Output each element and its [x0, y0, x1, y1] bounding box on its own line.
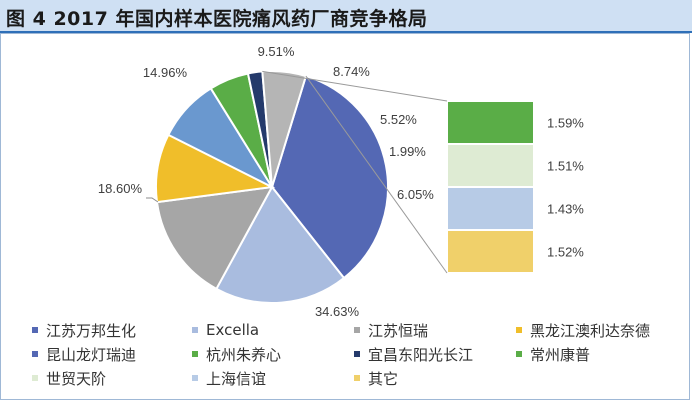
connector-line-top: [262, 70, 448, 102]
legend-item: 上海信谊: [192, 368, 354, 389]
slice-data-label: 5.52%: [380, 112, 417, 127]
legend-label: 昆山龙灯瑞迪: [46, 345, 137, 364]
slice-data-label: 34.63%: [315, 304, 360, 319]
label-leader-line: [146, 197, 159, 203]
pie-slice: [155, 185, 274, 291]
pie-slice: [215, 185, 346, 304]
legend-swatch: [354, 327, 360, 333]
legend-label: 杭州朱养心: [206, 345, 282, 364]
slice-data-label: 9.51%: [258, 44, 295, 59]
breakdown-data-label: 1.43%: [547, 202, 584, 217]
chart-legend: 江苏万邦生化 Excella 江苏恒瑞 黑龙江澳利达奈德昆山龙灯瑞迪 杭州朱养心 宜昌东阳…: [32, 318, 682, 390]
breakdown-data-label: 1.52%: [547, 245, 584, 260]
breakdown-segment: [446, 100, 535, 145]
legend-swatch: [32, 351, 38, 357]
legend-swatch: [192, 327, 198, 333]
chart-frame: [0, 33, 690, 400]
pie-slice: [270, 74, 389, 280]
legend-swatch: [192, 375, 198, 381]
legend-swatch: [32, 375, 38, 381]
legend-item: Excella: [192, 321, 354, 339]
slice-data-label: 6.05%: [397, 187, 434, 202]
title-bar: 图 4 2017 年国内样本医院痛风药厂商竞争格局: [0, 0, 692, 33]
chart-title: 图 4 2017 年国内样本医院痛风药厂商竞争格局: [6, 8, 428, 30]
slice-data-label: 14.96%: [143, 65, 188, 80]
legend-row: 世贸天阶 上海信谊 其它: [32, 366, 682, 390]
legend-label: 江苏恒瑞: [368, 321, 429, 340]
legend-label: 常州康普: [530, 345, 591, 364]
breakdown-data-label: 1.51%: [547, 159, 584, 174]
connector-line-bottom: [305, 75, 448, 274]
legend-swatch: [354, 375, 360, 381]
legend-label: Excella: [206, 321, 260, 339]
legend-label: 世贸天阶: [46, 369, 107, 388]
legend-swatch: [354, 351, 360, 357]
legend-swatch: [516, 327, 522, 333]
breakdown-segment: [446, 229, 535, 274]
breakdown-segment: [446, 143, 535, 188]
legend-label: 江苏万邦生化: [46, 321, 137, 340]
slice-data-label: 18.60%: [98, 181, 143, 196]
legend-item: 黑龙江澳利达奈德: [516, 320, 676, 341]
legend-item: 常州康普: [516, 344, 676, 365]
legend-label: 其它: [368, 369, 399, 388]
legend-swatch: [192, 351, 198, 357]
breakdown-segment: [446, 186, 535, 231]
legend-item: 江苏恒瑞: [354, 320, 516, 341]
legend-item: 昆山龙灯瑞迪: [32, 344, 192, 365]
legend-item: 江苏万邦生化: [32, 320, 192, 341]
legend-label: 宜昌东阳光长江: [368, 345, 474, 364]
legend-item: 世贸天阶: [32, 368, 192, 389]
legend-row: 江苏万邦生化 Excella 江苏恒瑞 黑龙江澳利达奈德: [32, 318, 682, 342]
legend-row: 昆山龙灯瑞迪 杭州朱养心 宜昌东阳光长江 常州康普: [32, 342, 682, 366]
legend-item: 其它: [354, 368, 516, 389]
breakdown-data-label: 1.59%: [547, 116, 584, 131]
slice-data-label: 8.74%: [333, 64, 370, 79]
legend-swatch: [32, 327, 38, 333]
legend-swatch: [516, 351, 522, 357]
legend-label: 上海信谊: [206, 369, 267, 388]
slice-data-label: 1.99%: [389, 144, 426, 159]
legend-item: 杭州朱养心: [192, 344, 354, 365]
legend-item: 宜昌东阳光长江: [354, 344, 516, 365]
legend-label: 黑龙江澳利达奈德: [530, 321, 651, 340]
